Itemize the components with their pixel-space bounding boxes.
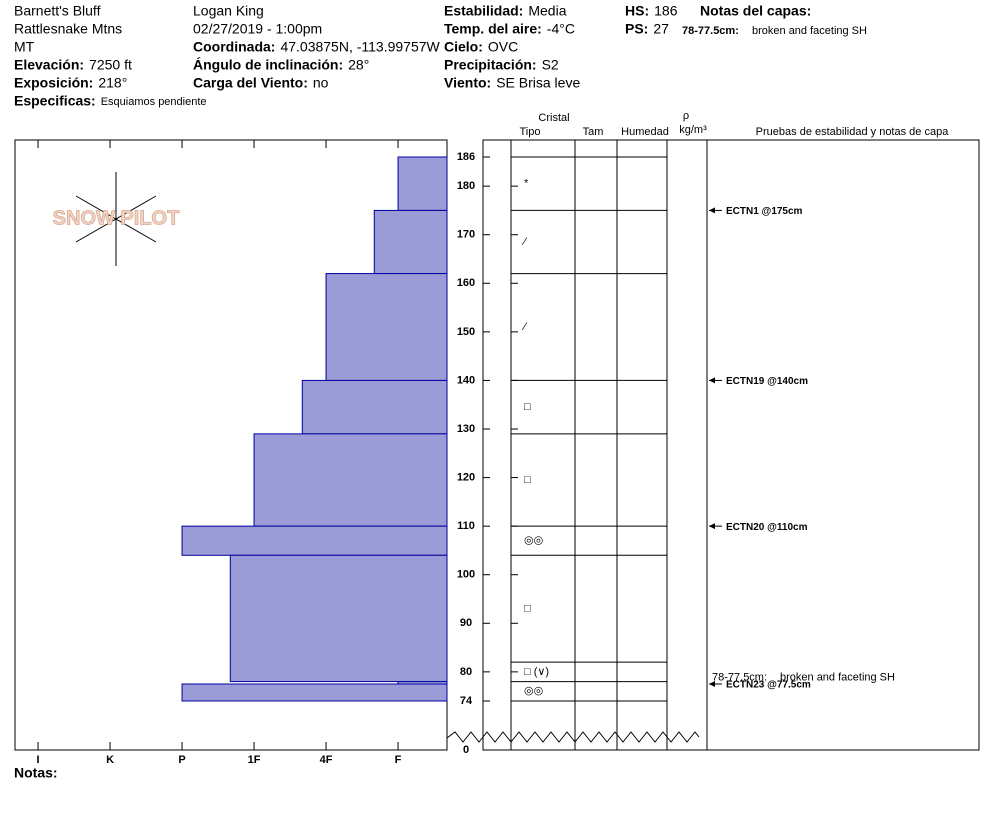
y-tick-label: 170: [457, 229, 475, 241]
col-tests: Pruebas de estabilidad y notas de capa: [756, 126, 950, 138]
field-value: OVC: [488, 39, 518, 55]
field-value: 218°: [98, 75, 127, 91]
field-label: Coordinada:: [193, 39, 275, 55]
notes: Notas:: [14, 765, 58, 781]
field-value: S2: [542, 57, 559, 73]
y-tick-label: 90: [460, 617, 472, 629]
field-label: Elevación:: [14, 57, 84, 73]
logo: SNOW PILOT: [53, 207, 180, 229]
y-tick-label: 110: [457, 520, 475, 532]
field-label: Viento:: [444, 75, 491, 91]
arrow-head: [709, 207, 715, 214]
layer-note-label: 78-77.5cm:: [712, 671, 767, 683]
y-tick-label: 80: [460, 666, 472, 678]
logo-flake: [75, 172, 157, 266]
grain-type: ⁄: [521, 321, 528, 333]
axis-break: [446, 731, 700, 743]
field-value: -4°C: [547, 21, 575, 37]
x-tick-label: I: [37, 754, 40, 766]
test-label: ECTN23 @77.5cm: [726, 680, 811, 691]
layer-note-text: broken and faceting SH: [780, 671, 895, 683]
field-label: Especificas:: [14, 93, 96, 109]
hardness-bar: [325, 273, 448, 381]
arrow-head: [709, 681, 715, 687]
field-value: 27: [653, 21, 669, 37]
col-rho-unit: kg/m³: [679, 124, 707, 136]
field-label: Ángulo de inclinación:: [193, 57, 343, 73]
state: MT: [14, 39, 35, 55]
hardness-bar: [181, 525, 448, 556]
columns: [510, 140, 708, 750]
grain-type: □: [524, 474, 531, 486]
x-tick-label: P: [178, 754, 185, 766]
field-label: PS:: [625, 21, 648, 37]
observer: Logan King: [193, 3, 264, 19]
hardness-bar: [397, 156, 448, 211]
arrow-head: [709, 377, 715, 384]
hardness-bar: [181, 683, 448, 702]
range: Rattlesnake Mtns: [14, 21, 122, 37]
y-tick-label: 0: [463, 744, 469, 756]
grain-type: *: [524, 178, 529, 190]
y-tick-label: 100: [457, 569, 475, 581]
grain-type: ⁄: [521, 236, 528, 248]
field-label: Carga del Viento:: [193, 75, 308, 91]
hardness-bar: [229, 554, 448, 683]
hardness-bar: [253, 433, 448, 527]
hardness-bar: [373, 209, 448, 275]
x-tick-label: 1F: [248, 754, 261, 766]
table-frame: [482, 139, 980, 751]
y-tick-label: 150: [457, 326, 475, 338]
x-tick-label: 4F: [320, 754, 333, 766]
hardness-bar: [301, 379, 448, 435]
col-moisture: Humedad: [621, 126, 669, 138]
grain-type: □: [524, 401, 531, 413]
field-value: 28°: [348, 57, 369, 73]
field-label: HS:: [625, 3, 649, 19]
field-value: no: [313, 75, 329, 91]
grain-type: ◎◎: [524, 535, 543, 547]
field-value: Esquiamos pendiente: [101, 96, 207, 108]
y-tick-label: 74: [460, 695, 473, 707]
x-tick-label: K: [106, 754, 114, 766]
field-value: 7250 ft: [89, 57, 132, 73]
y-tick-label: 180: [457, 180, 475, 192]
field-value: Media: [528, 3, 566, 19]
grain-type: □: [524, 603, 531, 615]
field-label: Estabilidad:: [444, 3, 523, 19]
y-tick-label: 120: [457, 471, 475, 483]
y-tick-label: 160: [457, 277, 475, 289]
col-size: Tam: [583, 126, 604, 138]
field-value: 47.03875N, -113.99757W: [280, 39, 440, 55]
field-label: Cielo:: [444, 39, 483, 55]
y-tick-label: 186: [457, 151, 475, 163]
location: Barnett's Bluff: [14, 3, 101, 19]
field-value: 186: [654, 3, 678, 19]
y-tick-label: 130: [457, 423, 475, 435]
test-label: ECTN1 @175cm: [726, 206, 803, 217]
test-label: ECTN20 @110cm: [726, 522, 808, 533]
field-label: Temp. del aire:: [444, 21, 542, 37]
arrow-head: [709, 523, 715, 530]
x-tick-label: F: [395, 754, 402, 766]
col-type: Tipo: [520, 126, 541, 138]
col-rho: ρ: [683, 110, 689, 122]
field-label: Exposición:: [14, 75, 93, 91]
col-crystal: Cristal: [538, 112, 569, 124]
layer-note-label: 78-77.5cm:: [682, 25, 739, 37]
grain-type: ◎◎: [524, 685, 543, 697]
layer-note-text: broken and faceting SH: [752, 25, 867, 37]
notes-title: Notas del capas:: [700, 3, 811, 19]
field-value: SE Brisa leve: [496, 75, 580, 91]
test-label: ECTN19 @140cm: [726, 376, 808, 387]
field-label: Precipitación:: [444, 57, 537, 73]
y-tick-label: 140: [457, 374, 475, 386]
grain-type: □ (∨): [524, 666, 549, 678]
datetime: 02/27/2019 - 1:00pm: [193, 21, 322, 37]
